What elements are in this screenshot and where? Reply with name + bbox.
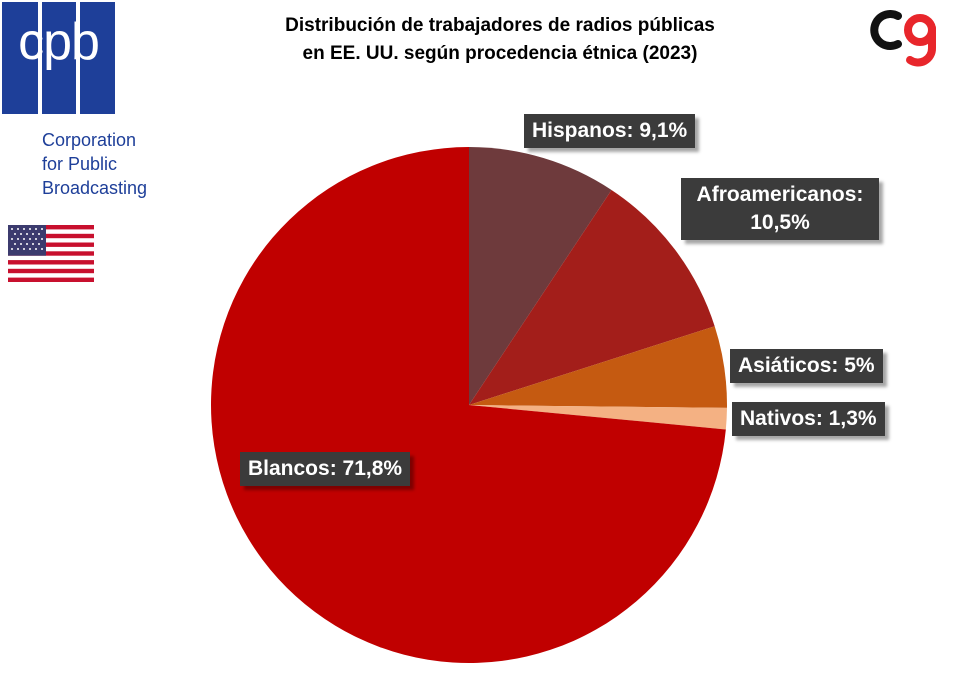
cpb-logo-line-1 [38,2,42,114]
pie-slice-hispanos [469,147,612,405]
cpb-name-line-3: Broadcasting [42,178,148,198]
cpb-logo-text: cpb [18,13,100,71]
title-line-2: en EE. UU. según procedencia étnica (202… [302,43,698,64]
pie-slice-afroamericanos [469,189,715,405]
cpb-name-line-1: Corporation [42,130,137,150]
slice-label-nativos: Nativos: 1,3% [732,402,885,436]
pie-slice-blancos [211,147,726,664]
slice-label-hispanos: Hispanos: 9,1% [524,114,696,148]
cpb-name-line-2: for Public [42,154,118,174]
slice-label-asiaticos: Asiáticos: 5% [730,349,883,383]
slice-label-afroamericanos-text: Afroamericanos: 10,5% [696,183,864,234]
cpb-logo-line-2 [76,2,80,114]
chart-title: Distribución de trabajadores de radios p… [200,12,800,68]
title-line-1: Distribución de trabajadores de radios p… [285,15,715,36]
slice-label-afroamericanos: Afroamericanos: 10,5% [681,178,879,240]
slice-label-blancos: Blancos: 71,8% [240,452,411,486]
us-flag-icon [8,225,94,282]
cpb-logo-box [2,2,115,114]
cg-logo-icon [870,10,936,67]
cpb-name: Corporation for Public Broadcasting [42,128,147,200]
pie-slice-asiaticos [469,326,727,408]
pie-slice-nativos [469,405,727,430]
